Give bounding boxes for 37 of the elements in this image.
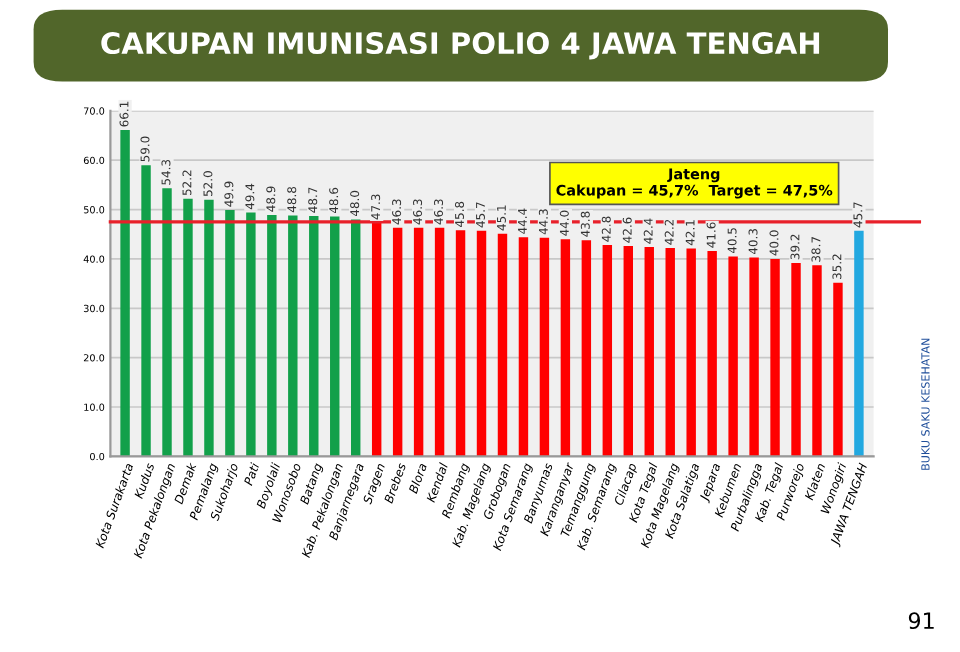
bar — [812, 265, 822, 457]
bar — [183, 198, 193, 457]
bar — [833, 282, 843, 457]
bar — [581, 240, 592, 457]
bar — [351, 219, 361, 457]
bar — [330, 216, 340, 457]
text: 91 — [908, 612, 934, 630]
bar — [791, 262, 801, 457]
chart-title: CAKUPAN IMUNISASI POLIO 4 JAWA TENGAH — [101, 32, 820, 60]
bar — [623, 246, 633, 457]
bar — [434, 227, 445, 457]
bar — [854, 230, 864, 457]
bar — [770, 258, 780, 457]
bar — [120, 130, 130, 457]
bar — [455, 230, 466, 457]
bar — [309, 215, 319, 457]
bar — [560, 239, 571, 457]
bar — [707, 251, 717, 457]
bar — [225, 210, 235, 457]
bar — [246, 212, 256, 457]
bar — [476, 230, 487, 457]
bar — [141, 165, 151, 457]
bar — [686, 248, 696, 457]
bar — [288, 215, 298, 457]
bar — [602, 245, 613, 457]
bar — [728, 256, 738, 457]
bar — [267, 215, 277, 457]
bar — [204, 199, 214, 457]
bar — [392, 227, 403, 457]
bar — [539, 237, 550, 457]
bar — [749, 257, 759, 457]
bar — [413, 227, 424, 457]
bar — [665, 248, 675, 457]
bar — [518, 237, 529, 457]
bar — [497, 233, 508, 457]
bar — [644, 247, 654, 457]
bar — [162, 188, 172, 457]
